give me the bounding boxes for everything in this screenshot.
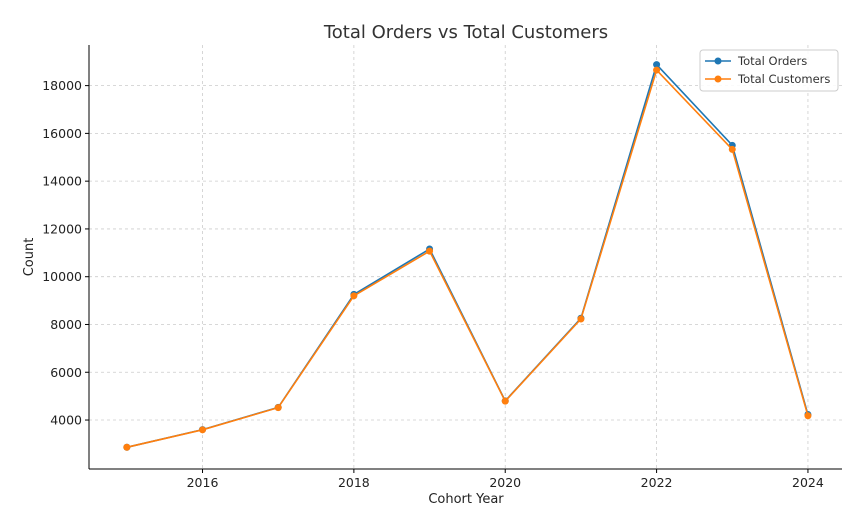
legend: Total Orders Total Customers — [699, 49, 839, 92]
y-tick-label: 12000 — [42, 221, 82, 236]
y-tick-label: 10000 — [42, 269, 82, 284]
x-tick-label: 2016 — [187, 475, 219, 490]
x-axis-label: Cohort Year — [428, 492, 504, 505]
x-tick-label: 2024 — [792, 475, 824, 490]
y-tick-label: 8000 — [50, 317, 82, 332]
data-point-total-customers — [653, 66, 661, 74]
chart-title: Total Orders vs Total Customers — [323, 22, 608, 43]
data-point-total-customers — [804, 412, 812, 420]
data-point-total-orders — [653, 61, 661, 69]
legend-box — [699, 49, 839, 92]
y-tick-label: 14000 — [42, 174, 82, 189]
legend-marker-total-orders — [714, 57, 722, 65]
data-point-total-customers — [577, 315, 585, 323]
x-tick-label: 2018 — [338, 475, 370, 490]
y-tick-label: 16000 — [42, 126, 82, 141]
y-tick-label: 4000 — [50, 413, 82, 428]
series-layer — [123, 61, 812, 451]
legend-label-total-orders: Total Orders — [737, 54, 807, 68]
data-point-total-customers — [728, 145, 736, 153]
legend-label-total-customers: Total Customers — [737, 72, 830, 86]
series-line-total-customers — [126, 69, 809, 449]
data-point-total-customers — [501, 397, 509, 405]
y-axis-label: Count — [22, 238, 37, 277]
grid — [89, 45, 842, 469]
data-point-total-customers — [199, 426, 207, 434]
data-point-total-customers — [350, 292, 358, 300]
x-tick-label: 2022 — [641, 475, 673, 490]
data-point-total-customers — [274, 404, 282, 412]
data-point-total-customers — [123, 443, 131, 451]
x-tick-label: 2020 — [489, 475, 521, 490]
y-tick-label: 18000 — [42, 78, 82, 93]
axes: 2016 2018 2020 2022 2024 4000 6000 8000 10000 120… — [42, 45, 842, 490]
legend-marker-total-customers — [714, 75, 722, 83]
y-tick-label: 6000 — [50, 365, 82, 380]
data-point-total-customers — [426, 247, 434, 255]
